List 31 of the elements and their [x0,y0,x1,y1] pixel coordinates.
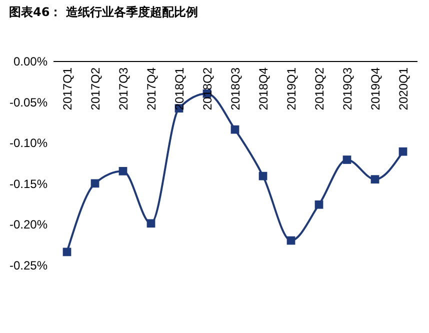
point [286,236,296,245]
point [342,156,352,164]
point [398,147,408,156]
x-tick-label: 2018Q1 [172,67,186,110]
x-tick-label: 2018Q3 [228,67,242,110]
y-tick-label: -0.25% [9,258,48,272]
y-tick-label: -0.10% [9,136,48,150]
x-tick-label: 2017Q3 [116,67,130,110]
x-tick-label: 2020Q1 [396,67,410,110]
x-tick-label: 2018Q2 [200,67,214,110]
point [370,175,380,184]
point [90,179,100,188]
y-tick-label: -0.05% [9,95,48,110]
point [62,248,72,256]
point [314,200,324,209]
point [258,172,268,180]
point [118,166,128,176]
x-tick-label: 2017Q1 [60,67,74,110]
point [230,125,240,134]
y-tick-label: 0.00% [13,54,48,68]
y-tick-label: -0.20% [9,218,48,232]
x-tick-label: 2019Q1 [284,67,298,110]
point [146,219,156,228]
x-tick-label: 2019Q3 [340,67,354,110]
x-tick-label: 2019Q2 [312,67,326,110]
x-tick-label: 2018Q4 [256,67,270,110]
y-tick-label: -0.15% [9,176,48,191]
x-tick-label: 2019Q4 [368,67,382,110]
chart-title: 图表46： 造纸行业各季度超配比例 [8,5,198,19]
x-tick-label: 2017Q4 [144,67,158,110]
x-tick-label: 2017Q2 [88,67,102,110]
